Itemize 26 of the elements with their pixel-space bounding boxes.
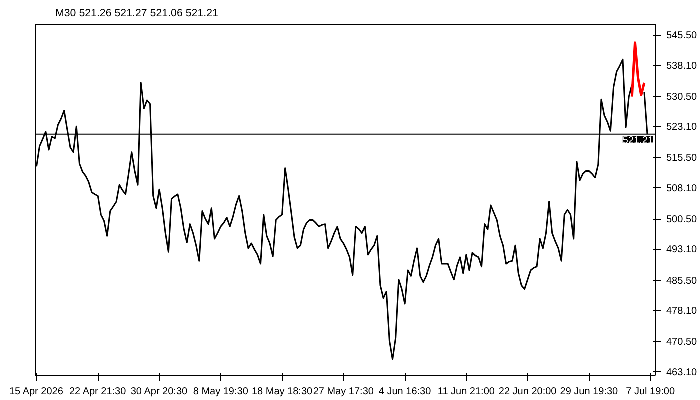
y-tick-label: 478.10 (666, 306, 698, 318)
x-tick-label: 27 May 17:30 (313, 386, 374, 398)
x-tick-label: 7 Jul 19:00 (626, 386, 676, 398)
y-tick-label: 500.50 (666, 214, 698, 226)
x-tick-label: 11 Jun 21:00 (438, 386, 496, 398)
y-tick-label: 523.10 (666, 122, 698, 134)
x-tick-label: 18 May 18:30 (252, 386, 314, 398)
line-series (630, 42, 646, 98)
y-tick-label: 515.50 (666, 153, 698, 164)
x-tick-label: 29 Jun 19:30 (560, 386, 619, 398)
x-tick-label: 15 Apr 2026 (9, 386, 64, 398)
y-tick-label: 463.10 (666, 367, 698, 378)
y-tick-label: 508.10 (666, 183, 698, 194)
ref-line-label: 521.21 (622, 135, 654, 146)
y-tick-label: 545.50 (666, 30, 698, 42)
y-tick-label: 530.50 (666, 92, 698, 103)
x-tick-label: 8 May 19:30 (193, 386, 249, 398)
x-tick-label: 22 Jun 20:00 (498, 386, 558, 398)
y-tick-label: 538.10 (666, 60, 698, 72)
y-tick-label: 470.50 (666, 337, 698, 348)
x-tick-label: 22 Apr 21:30 (69, 386, 127, 398)
x-tick-label: 4 Jun 16:30 (378, 386, 432, 398)
y-tick-label: 493.10 (666, 244, 698, 256)
chart-title: M30 521.26 521.27 521.06 521.21 (56, 8, 219, 20)
y-tick-label: 485.50 (666, 276, 698, 287)
x-tick-label: 30 Apr 20:30 (130, 386, 188, 398)
